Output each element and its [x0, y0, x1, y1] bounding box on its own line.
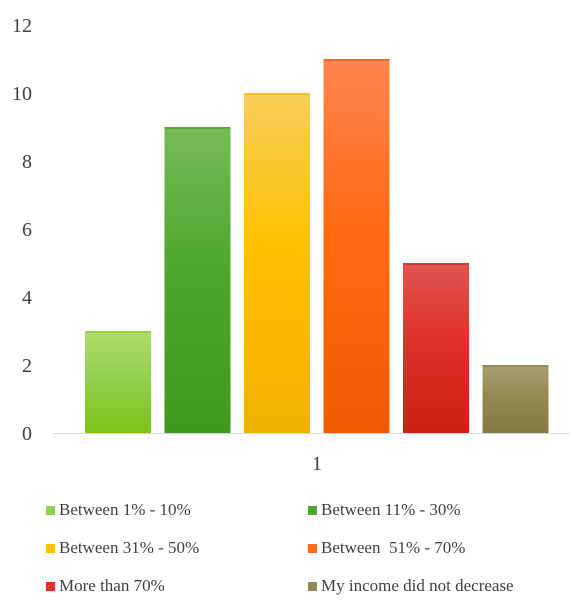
- legend-item: Between 11% - 30%: [308, 500, 461, 520]
- y-tick-label: 8: [22, 151, 32, 173]
- legend-swatch: [46, 543, 55, 553]
- bar-top-edge: [403, 263, 469, 265]
- y-axis: 0 2 4 6 8 10 12: [12, 15, 32, 445]
- bar-top-edge: [482, 365, 549, 367]
- bar-series: [85, 59, 549, 433]
- legend-item: Between 31% - 50%: [46, 538, 199, 558]
- legend-swatch: [46, 581, 55, 591]
- legend-swatch: [308, 581, 317, 591]
- bar: [482, 365, 549, 433]
- legend-label: Between 51% - 70%: [321, 538, 466, 557]
- y-tick-label: 10: [12, 83, 32, 105]
- bar: [323, 59, 390, 433]
- bar: [164, 127, 231, 433]
- y-tick-label: 6: [22, 219, 32, 241]
- bar-top-edge: [164, 127, 231, 129]
- bar-top-edge: [85, 331, 151, 333]
- legend-swatch: [308, 543, 317, 553]
- legend-item: More than 70%: [46, 576, 165, 596]
- bar: [244, 93, 310, 433]
- legend-swatch: [46, 505, 55, 515]
- legend-item: Between 51% - 70%: [308, 538, 465, 558]
- legend-item: My income did not decrease: [308, 576, 514, 596]
- y-tick-label: 2: [22, 355, 32, 377]
- bar: [85, 331, 151, 433]
- x-tick-label: 1: [312, 453, 322, 475]
- legend-label: Between 31% - 50%: [59, 538, 200, 557]
- x-axis: 1: [312, 453, 322, 475]
- legend-label: Between 1% - 10%: [59, 500, 191, 519]
- y-tick-label: 4: [22, 287, 32, 309]
- legend-label: Between 11% - 30%: [321, 500, 461, 519]
- legend-label: My income did not decrease: [321, 576, 514, 595]
- legend-swatch: [308, 505, 317, 515]
- y-tick-label: 0: [22, 423, 32, 445]
- bar-top-edge: [323, 59, 390, 61]
- bar-top-edge: [244, 93, 310, 95]
- bar: [403, 263, 469, 433]
- legend-label: More than 70%: [59, 576, 165, 595]
- legend-item: Between 1% - 10%: [46, 500, 191, 520]
- y-tick-label: 12: [12, 15, 32, 37]
